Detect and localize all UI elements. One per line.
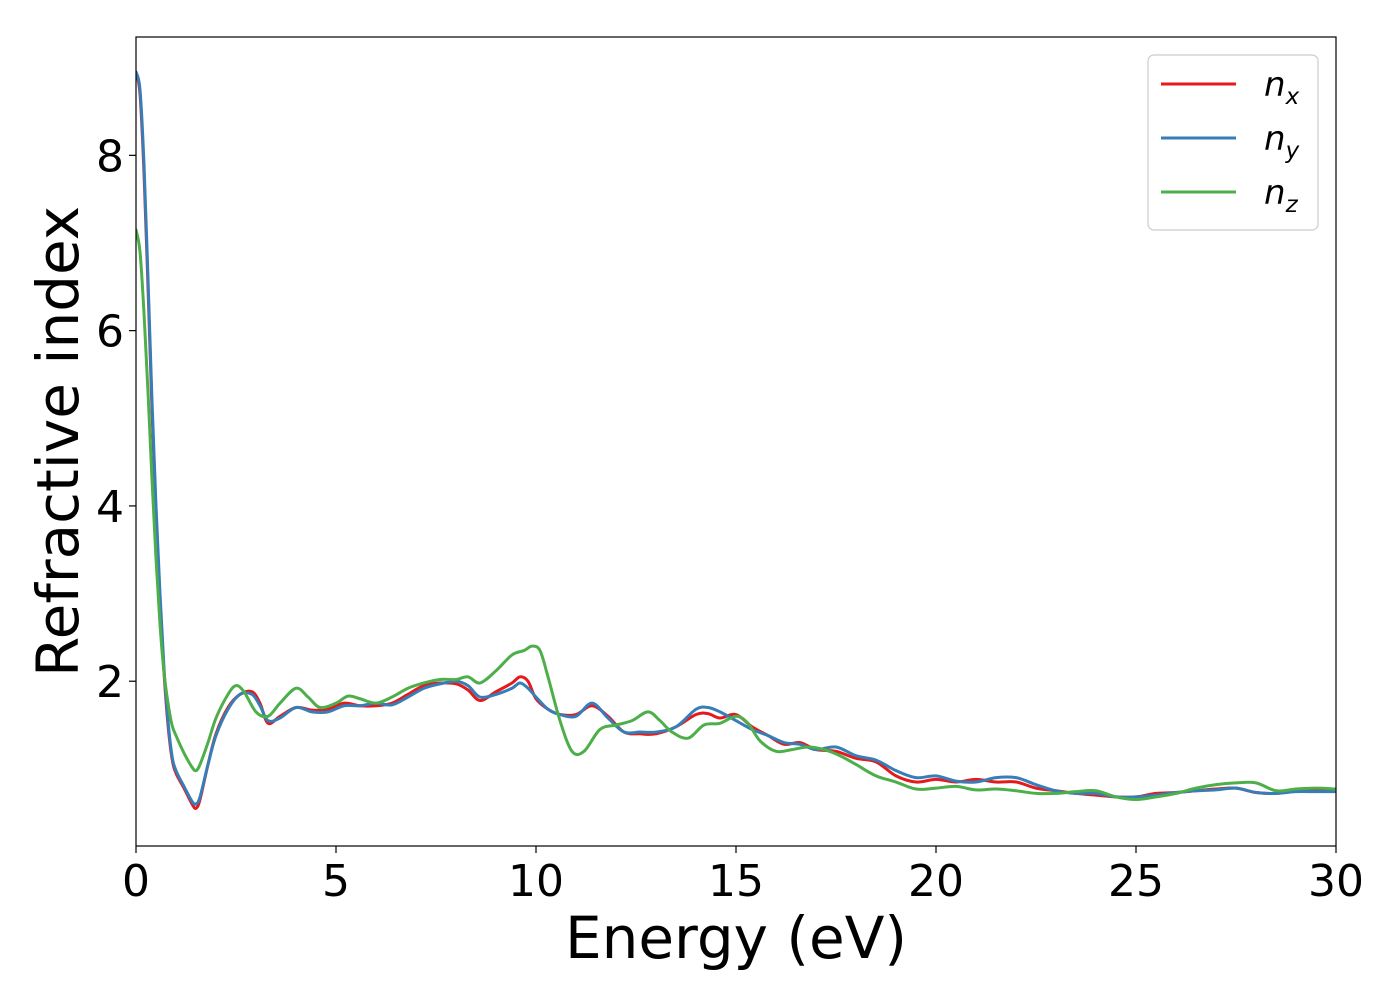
x-tick-label: 15 <box>708 856 764 907</box>
x-tick-label: 0 <box>122 856 150 907</box>
y-tick-label: 8 <box>96 131 124 182</box>
x-axis-title: Energy (eV) <box>565 904 907 972</box>
x-tick-label: 25 <box>1108 856 1164 907</box>
x-tick-label: 20 <box>908 856 964 907</box>
legend-box <box>1147 54 1319 231</box>
x-tick-label: 5 <box>322 856 350 907</box>
y-tick-label: 2 <box>96 657 124 708</box>
x-tick-label: 10 <box>508 856 564 907</box>
plot-area <box>136 37 1336 846</box>
series-line-n-y <box>136 70 1336 806</box>
y-tick-label: 4 <box>96 482 124 533</box>
legend-label-n-z: nz <box>1264 173 1299 218</box>
legend-label-n-y: ny <box>1264 119 1300 164</box>
y-axis-ticks: 2 4 6 8 <box>96 131 136 708</box>
legend-label-n-x: nx <box>1264 65 1300 110</box>
series-line-n-z <box>136 228 1336 802</box>
x-axis-ticks: 0 5 10 15 20 25 30 <box>122 846 1364 907</box>
legend: nx ny nz <box>1147 54 1319 231</box>
x-tick-label: 30 <box>1308 856 1364 907</box>
series-lines <box>136 70 1336 810</box>
y-axis-title: Refractive index <box>24 206 92 677</box>
y-tick-label: 6 <box>96 307 124 358</box>
